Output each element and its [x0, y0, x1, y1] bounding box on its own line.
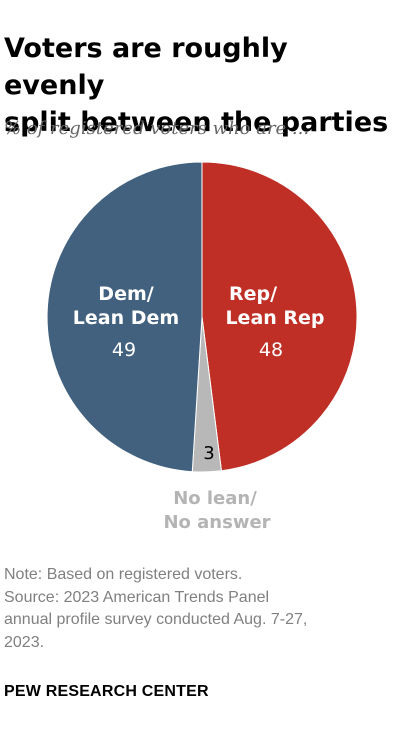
dem-label-line-1: Dem/	[98, 283, 153, 305]
none-value-label: 3	[203, 443, 214, 464]
none-label-line-2: No answer	[163, 512, 270, 533]
dem-slice	[46, 161, 203, 473]
dem-value-label: 49	[112, 339, 136, 361]
note-line-3: annual profile survey conducted Aug. 7-2…	[4, 611, 308, 628]
chart-title: Voters are roughly evenly split between …	[4, 30, 396, 141]
rep-label-line-2: Lean Rep	[225, 307, 324, 329]
note-line-1: Note: Based on registered voters.	[4, 566, 243, 583]
dem-label-line-2: Lean Dem	[73, 307, 179, 329]
chart-note: Note: Based on registered voters. Source…	[4, 564, 396, 654]
rep-slice	[201, 161, 358, 472]
note-line-4: 2023.	[4, 633, 45, 651]
chart-subtitle: % of registered voters who are ...	[4, 118, 310, 139]
rep-value-label: 48	[259, 339, 283, 361]
pie-chart: Rep/ Lean Rep 48 Dem/ Lean Dem 49 3 No l…	[46, 161, 358, 533]
none-label-line-1: No lean/	[173, 488, 257, 509]
chart-title-line-1: Voters are roughly evenly	[4, 33, 288, 101]
pie-slices	[46, 161, 358, 473]
brand-label: PEW RESEARCH CENTER	[4, 683, 209, 700]
note-line-2: Source: 2023 American Trends Panel	[4, 588, 270, 606]
rep-label-line-1: Rep/	[229, 283, 277, 305]
chart-title-line-2: split between the parties	[4, 107, 389, 138]
